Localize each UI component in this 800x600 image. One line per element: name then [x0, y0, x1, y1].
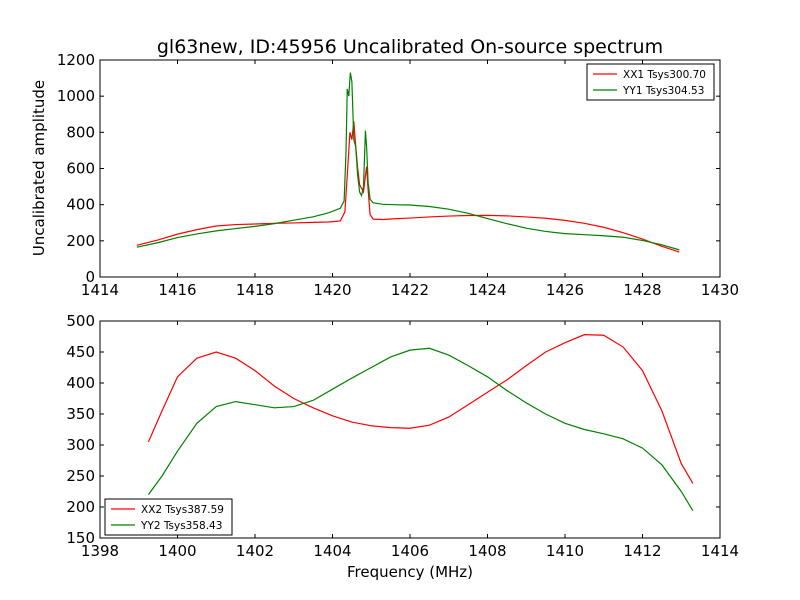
y-tick-label: 800: [66, 123, 95, 141]
y-tick-label: 500: [66, 312, 95, 330]
legend: XX2 Tsys387.59 YY2 Tsys358.43: [104, 498, 233, 536]
x-tick-label: 1414: [701, 542, 739, 560]
legend-entry-label: XX2 Tsys387.59: [141, 504, 224, 516]
x-tick-label: 1418: [236, 281, 274, 299]
legend-box: [104, 498, 233, 536]
x-tick-label: 1402: [236, 542, 274, 560]
x-tick-label: 1398: [81, 542, 119, 560]
series-line-yy2: [147, 347, 694, 512]
bottom-spectrum-panel: 1398 1400 1402 1404 1406 1408 1410 1412 1414 150 2…: [66, 312, 739, 560]
legend-entry-label: XX1 Tsys300.70: [623, 69, 706, 81]
x-tick-label: 1404: [313, 542, 351, 560]
x-tick-label: 1412: [623, 542, 661, 560]
y-axis-label-top: Uncalibrated amplitude: [30, 80, 48, 256]
legend: XX1 Tsys300.70 YY1 Tsys304.53: [586, 63, 715, 101]
y-tick-label: 250: [66, 467, 95, 485]
x-tick-label: 1406: [391, 542, 429, 560]
legend-box: [586, 63, 715, 101]
y-tick-label: 0: [85, 268, 95, 286]
chart-title: gl63new, ID:45956 Uncalibrated On-source…: [157, 36, 663, 58]
x-tick-label: 1420: [313, 281, 351, 299]
x-tick-label: 1414: [81, 281, 119, 299]
y-tick-label: 400: [66, 196, 95, 214]
y-tick-label: 300: [66, 436, 95, 454]
x-tick-label: 1410: [546, 542, 584, 560]
series-line-xx2: [147, 334, 694, 484]
y-tick-label: 350: [66, 405, 95, 423]
y-tick-label: 150: [66, 529, 95, 547]
x-tick-label: 1400: [158, 542, 196, 560]
y-tick-label: 1200: [57, 51, 95, 69]
y-tick-label: 450: [66, 343, 95, 361]
y-tick-label: 200: [66, 232, 95, 250]
x-tick-label: 1408: [468, 542, 506, 560]
x-tick-label: 1428: [623, 281, 661, 299]
y-tick-label: 200: [66, 498, 95, 516]
x-tick-label: 1430: [701, 281, 739, 299]
x-tick-label: 1422: [391, 281, 429, 299]
y-tick-label: 400: [66, 374, 95, 392]
y-tick-label: 600: [66, 160, 95, 178]
x-tick-label: 1424: [468, 281, 506, 299]
series-line-yy1: [136, 72, 680, 251]
legend-entry-label: YY2 Tsys358.43: [140, 520, 222, 532]
x-axis-label: Frequency (MHz): [347, 563, 473, 581]
legend-entry-label: YY1 Tsys304.53: [622, 85, 704, 97]
y-tick-label: 1000: [57, 87, 95, 105]
x-tick-label: 1426: [546, 281, 584, 299]
x-tick-label: 1416: [158, 281, 196, 299]
top-spectrum-panel: 1414 1416 1418 1420 1422 1424 1426 1428 1430 0 200…: [57, 51, 739, 299]
